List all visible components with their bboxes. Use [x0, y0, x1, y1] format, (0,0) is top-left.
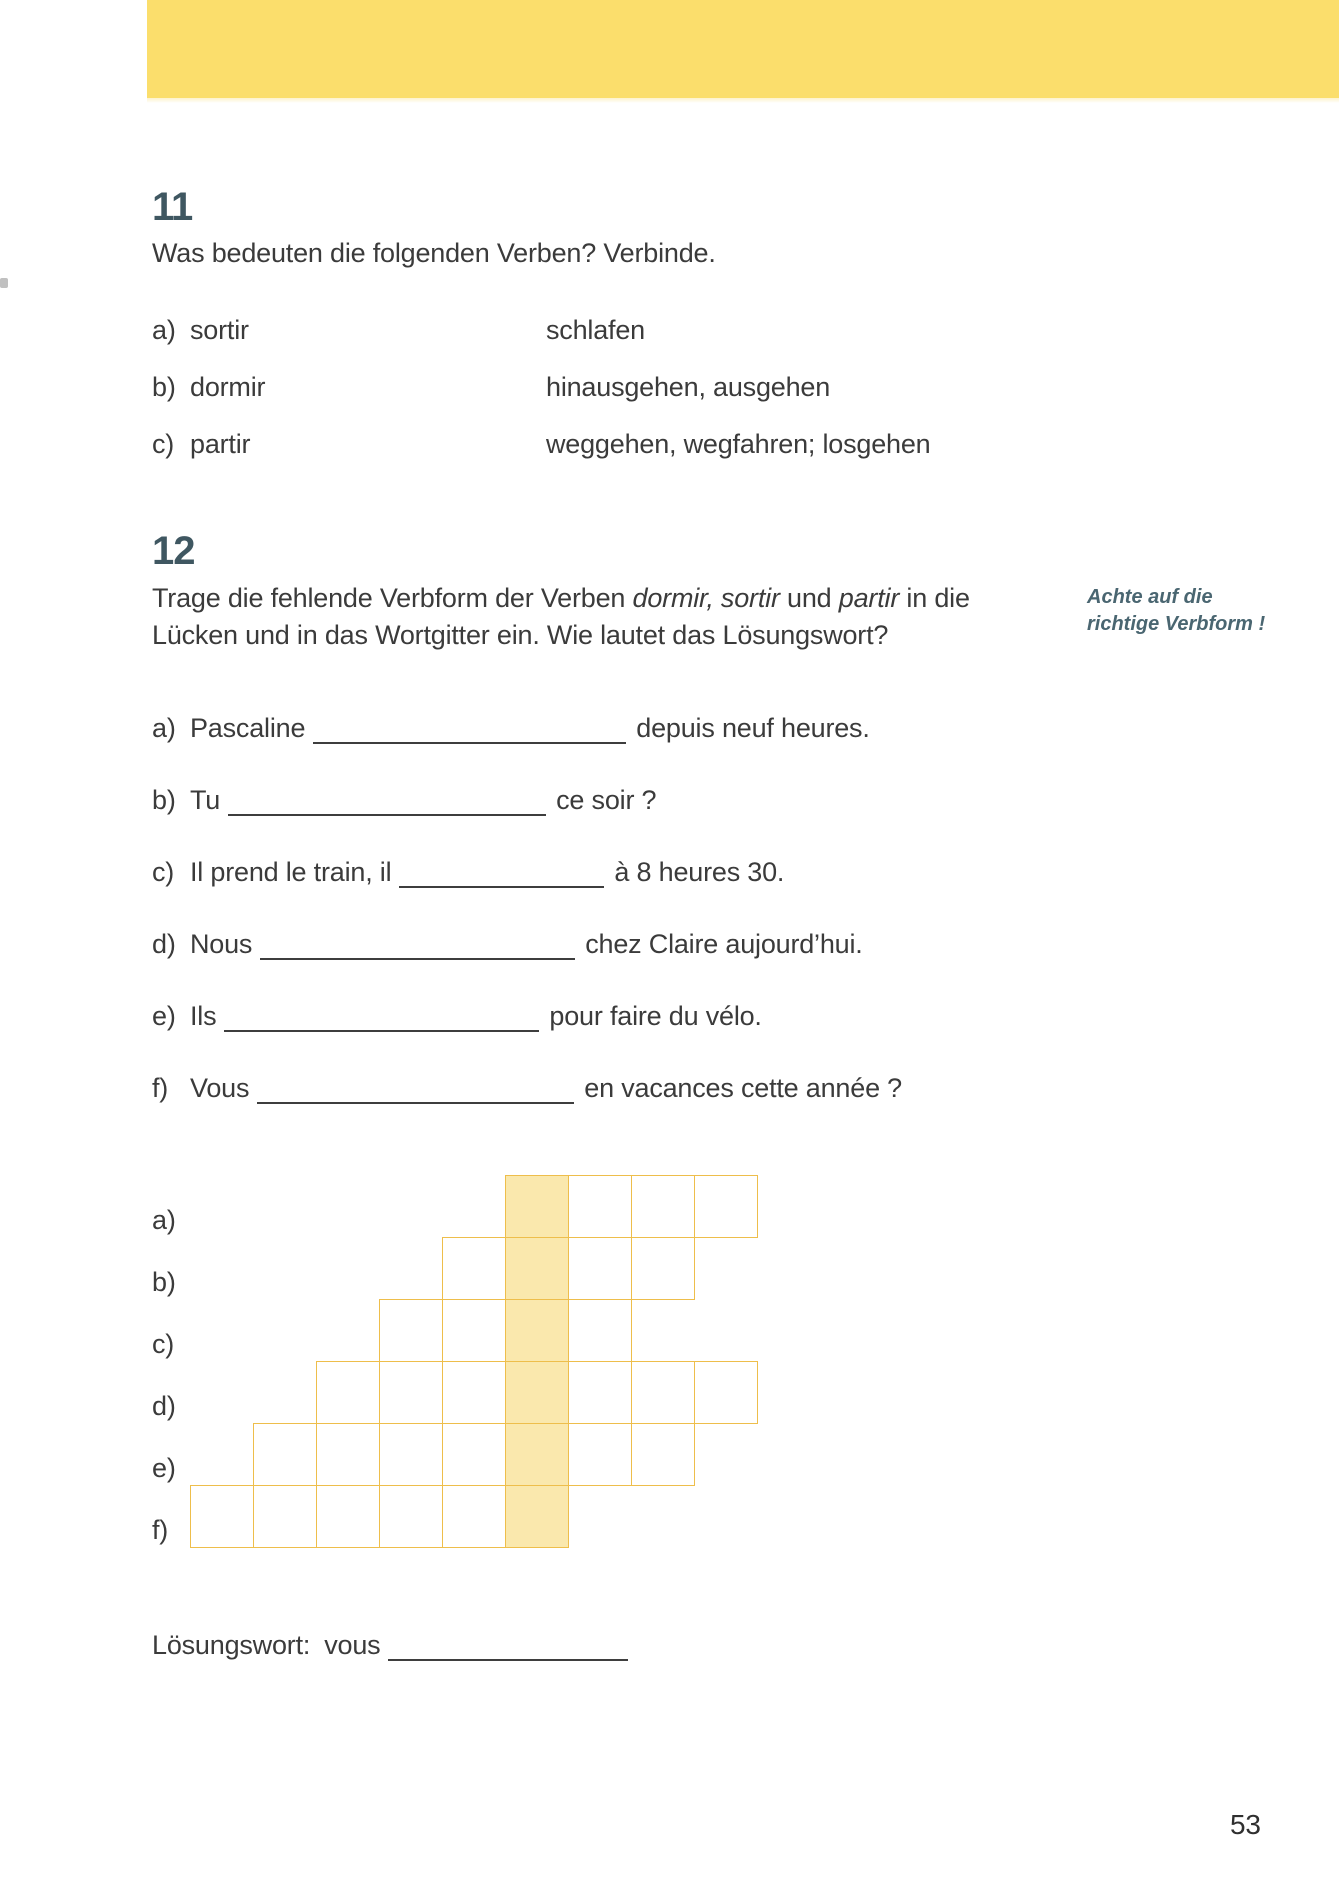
- grid-cell: [631, 1175, 695, 1238]
- grid-cell: [631, 1361, 695, 1424]
- grid-row-label: c): [152, 1329, 175, 1359]
- item-label: c): [152, 429, 175, 459]
- grid-row-label: a): [152, 1205, 176, 1235]
- margin-note: Achte auf die richtige Verbform !: [1087, 584, 1265, 638]
- header-band: [147, 0, 1339, 98]
- grid-cell: [316, 1485, 380, 1548]
- sentence-row: e) Ils pour faire du vélo.: [0, 1001, 1339, 1033]
- grid-cell: [442, 1485, 506, 1548]
- grid-cell: [253, 1423, 317, 1486]
- grid-cell: [379, 1361, 443, 1424]
- solution-blank-line: [388, 1639, 629, 1661]
- grid-cell: [190, 1485, 254, 1548]
- grid-cell: [442, 1423, 506, 1486]
- grid-cell: [505, 1175, 569, 1238]
- grid-cell: [442, 1237, 506, 1300]
- grid-cell: [253, 1485, 317, 1548]
- grid-cell: [316, 1361, 380, 1424]
- header-band-shadow: [147, 98, 1339, 103]
- grid-cell: [442, 1361, 506, 1424]
- grid-cell: [568, 1175, 632, 1238]
- french-verb: partir: [190, 429, 251, 459]
- prompt-text: Lücken und in das Wortgitter ein. Wie la…: [152, 620, 889, 650]
- grid-cell: [505, 1299, 569, 1362]
- prompt-text: Trage die fehlende Verbform der Verben: [152, 583, 633, 613]
- answer-blank-line: [399, 866, 605, 888]
- solution-line: Lösungswort: vous: [152, 1630, 638, 1661]
- exercise-11-prompt: Was bedeuten die folgenden Verben? Verbi…: [152, 238, 716, 268]
- sentence-row: a) Pascaline depuis neuf heures.: [0, 713, 1339, 745]
- sentence-row: f) Vous en vacances cette année ?: [0, 1073, 1339, 1105]
- item-label: e): [152, 1001, 176, 1031]
- prompt-verb-italic: partir: [838, 583, 900, 613]
- grid-cell: [379, 1423, 443, 1486]
- french-verb: sortir: [190, 315, 249, 345]
- matching-row: b) dormir hinausgehen, ausgehen: [0, 372, 1339, 404]
- item-label: f): [152, 1073, 169, 1103]
- item-label: b): [152, 785, 176, 815]
- grid-cell: [694, 1361, 758, 1424]
- margin-note-line: Achte auf die: [1087, 586, 1213, 608]
- sentence-content: Il prend le train, il à 8 heures 30.: [190, 857, 785, 888]
- grid-row-label: f): [152, 1515, 169, 1545]
- grid-cell: [379, 1485, 443, 1548]
- grid-cell: [505, 1361, 569, 1424]
- answer-blank-line: [224, 1010, 540, 1032]
- grid-cell: [631, 1423, 695, 1486]
- item-label: d): [152, 929, 176, 959]
- exercise-12-number: 12: [152, 529, 195, 573]
- sentence-content: Nous chez Claire aujourd’hui.: [190, 929, 863, 960]
- sentence-row: d) Nous chez Claire aujourd’hui.: [0, 929, 1339, 961]
- solution-label: Lösungswort:: [152, 1630, 311, 1660]
- grid-cell: [568, 1299, 632, 1362]
- exercise-11-number: 11: [152, 185, 193, 229]
- grid-cell: [379, 1299, 443, 1362]
- grid-cell: [694, 1175, 758, 1238]
- prompt-text: in die: [899, 583, 970, 613]
- item-label: a): [152, 315, 176, 345]
- sentence-row: c) Il prend le train, il à 8 heures 30.: [0, 857, 1339, 889]
- german-translation: hinausgehen, ausgehen: [546, 372, 831, 402]
- prompt-verb-italic: dormir, sortir: [632, 583, 780, 613]
- grid-cell: [505, 1485, 569, 1548]
- grid-cell: [568, 1423, 632, 1486]
- grid-cell: [505, 1423, 569, 1486]
- grid-cell: [442, 1299, 506, 1362]
- french-verb: dormir: [190, 372, 266, 402]
- exercise-12-prompt: Trage die fehlende Verbform der Verben d…: [152, 580, 970, 654]
- matching-row: c) partir weggehen, wegfahren; losgehen: [0, 429, 1339, 461]
- prompt-line: Trage die fehlende Verbform der Verben d…: [152, 580, 970, 617]
- grid-row-label: d): [152, 1391, 176, 1421]
- grid-cell: [568, 1361, 632, 1424]
- prompt-text: und: [779, 583, 839, 613]
- grid-cell: [568, 1237, 632, 1300]
- item-label: c): [152, 857, 175, 887]
- answer-blank-line: [257, 1082, 575, 1104]
- grid-row-label: b): [152, 1267, 176, 1297]
- sentence-content: Tu ce soir ?: [190, 785, 657, 816]
- grid-cell: [631, 1237, 695, 1300]
- answer-blank-line: [228, 794, 547, 816]
- sentence-content: Ils pour faire du vélo.: [190, 1001, 762, 1032]
- item-label: a): [152, 713, 176, 743]
- german-translation: schlafen: [546, 315, 645, 345]
- prompt-line: Lücken und in das Wortgitter ein. Wie la…: [152, 617, 970, 654]
- answer-blank-line: [260, 938, 576, 960]
- sentence-content: Vous en vacances cette année ?: [190, 1073, 903, 1104]
- item-label: b): [152, 372, 176, 402]
- german-translation: weggehen, wegfahren; losgehen: [546, 429, 931, 459]
- sentence-content: Pascaline depuis neuf heures.: [190, 713, 870, 744]
- matching-row: a) sortir schlafen: [0, 315, 1339, 347]
- sentence-row: b) Tu ce soir ?: [0, 785, 1339, 817]
- grid-cell: [316, 1423, 380, 1486]
- margin-note-line: richtige Verbform !: [1087, 613, 1266, 635]
- grid-row-label: e): [152, 1453, 176, 1483]
- solution-prefix: vous: [324, 1630, 381, 1660]
- grid-cell: [505, 1237, 569, 1300]
- page-number: 53: [1230, 1809, 1261, 1840]
- print-artifact-mark: [0, 278, 8, 288]
- answer-blank-line: [313, 722, 627, 744]
